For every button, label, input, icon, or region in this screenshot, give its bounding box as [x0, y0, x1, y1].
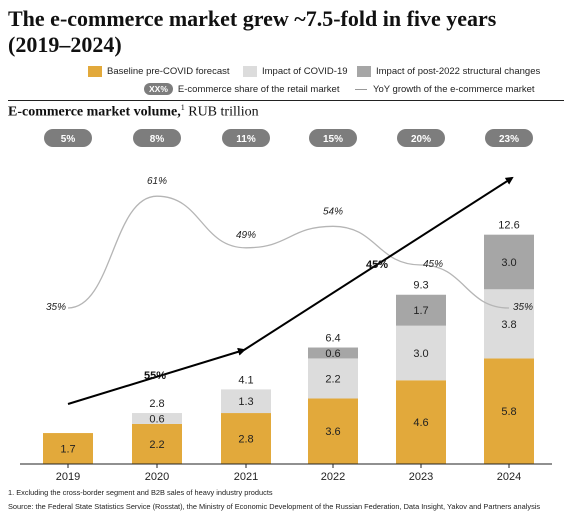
legend-label-yoy: YoY growth of the e-commerce market: [373, 84, 535, 95]
bar-label-structural-2023: 1.7: [413, 305, 428, 317]
bar-baseline-2021: [221, 413, 271, 464]
bar-baseline-2022: [308, 398, 358, 464]
x-tick-label-2021: 2021: [234, 471, 258, 483]
bar-structural-2023: [396, 294, 446, 326]
share-label-2021: 11%: [236, 134, 256, 145]
bar-label-baseline-2020: 2.2: [149, 439, 164, 451]
bar-covid-2023: [396, 325, 446, 381]
bar-baseline-2019: [43, 433, 93, 464]
legend-label-structural: Impact of post-2022 structural changes: [376, 66, 541, 77]
share-pill-2019: [44, 129, 92, 147]
bar-covid-2024: [484, 289, 534, 359]
share-label-2020: 8%: [150, 134, 165, 145]
subtitle-bold: E-commerce market volume,: [8, 104, 181, 120]
bar-baseline-2023: [396, 380, 446, 464]
legend-label-baseline: Baseline pre-COVID forecast: [107, 66, 230, 77]
x-tick-label-2023: 2023: [409, 471, 433, 483]
subtitle-footnote-mark: 1: [180, 103, 185, 112]
bar-label-covid-2023: 3.0: [413, 348, 428, 360]
subtitle-unit: RUB trillion: [184, 104, 259, 120]
bar-label-baseline-2019: 1.7: [60, 444, 75, 456]
legend-label-share: E-commerce share of the retail market: [177, 83, 340, 95]
bar-label-baseline-2022: 3.6: [325, 426, 340, 438]
bar-label-baseline-2024: 5.8: [501, 406, 516, 418]
legend-swatch-baseline: [88, 66, 102, 77]
legend-swatch-structural: [357, 66, 371, 77]
bar-covid-2020: [132, 413, 182, 424]
legend-swatch-covid: [243, 66, 257, 77]
chart-area: 5% 8% 11% 15% 20% 23% 1.7 2.2 0.6 2.8 2.8 1.3 4.1 3.6…: [20, 129, 552, 483]
bar-label-covid-2024: 3.8: [501, 319, 516, 331]
share-pill-2023: [397, 129, 445, 147]
yoy-growth-line: [67, 195, 510, 309]
cagr-arrow-2021-2024: [243, 176, 514, 351]
bar-structural-2024: [484, 234, 534, 290]
x-tick-label-2020: 2020: [145, 471, 169, 483]
header-rule: [8, 100, 564, 101]
share-pill-2024: [485, 129, 533, 147]
bar-covid-2022: [308, 358, 358, 399]
bar-label-covid-2021: 1.3: [238, 396, 253, 408]
bar-total-2021: 4.1: [238, 374, 253, 386]
bar-label-covid-2020: 0.6: [149, 414, 164, 426]
bar-label-baseline-2021: 2.8: [238, 434, 253, 446]
legend-item-yoy: YoY growth of the e-commerce market: [355, 84, 535, 95]
bar-label-covid-2022: 2.2: [325, 373, 340, 385]
legend-label-covid: Impact of COVID-19: [262, 66, 348, 77]
x-tick-label-2022: 2022: [321, 471, 345, 483]
share-label-2019: 5%: [61, 134, 76, 145]
x-tick-label-2024: 2024: [497, 471, 521, 483]
legend-line-yoy: [355, 89, 367, 90]
bar-covid-2021: [221, 389, 271, 414]
cagr-label-2019-2021: 55%: [144, 370, 166, 382]
share-label-2022: 15%: [323, 134, 343, 145]
bar-total-2022: 6.4: [325, 333, 340, 345]
legend-share-badge: XX%: [144, 83, 173, 95]
bar-baseline-2024: [484, 358, 534, 464]
yoy-label-2023: 45%: [423, 259, 443, 270]
bar-label-structural-2024: 3.0: [501, 257, 516, 269]
x-tick-label-2019: 2019: [56, 471, 80, 483]
legend-item-structural: Impact of post-2022 structural changes: [357, 66, 540, 77]
legend-item-covid: Impact of COVID-19: [243, 66, 348, 77]
yoy-label-2021: 49%: [236, 230, 256, 241]
share-label-2023: 20%: [411, 134, 431, 145]
bar-total-2023: 9.3: [413, 280, 428, 292]
source-note: Source: the Federal State Statistics Ser…: [8, 502, 541, 511]
chart-subtitle: E-commerce market volume,1 RUB trillion: [8, 103, 259, 121]
yoy-label-2022: 54%: [323, 206, 343, 217]
chart-title: The e-commerce market grew ~7.5-fold in …: [8, 6, 497, 57]
share-pill-2020: [133, 129, 181, 147]
share-pill-2021: [222, 129, 270, 147]
bar-baseline-2020: [132, 423, 182, 464]
legend-item-baseline: Baseline pre-COVID forecast: [88, 66, 230, 77]
share-label-2024: 23%: [499, 134, 519, 145]
bar-total-2020: 2.8: [149, 398, 164, 410]
legend-item-share: XX% E-commerce share of the retail marke…: [144, 83, 339, 95]
cagr-arrow-2019-2021: [67, 347, 246, 405]
bar-label-baseline-2023: 4.6: [413, 417, 428, 429]
bar-label-structural-2022: 0.6: [325, 348, 340, 360]
cagr-label-2021-2024: 45%: [366, 259, 388, 271]
yoy-label-2019: 35%: [46, 302, 66, 313]
bar-structural-2022: [308, 347, 358, 359]
share-pill-2022: [309, 129, 357, 147]
yoy-label-2024: 35%: [513, 302, 533, 313]
yoy-label-2020: 61%: [147, 176, 167, 187]
footnote-1: 1. Excluding the cross-border segment an…: [8, 488, 273, 497]
bar-total-2024: 12.6: [498, 220, 519, 232]
